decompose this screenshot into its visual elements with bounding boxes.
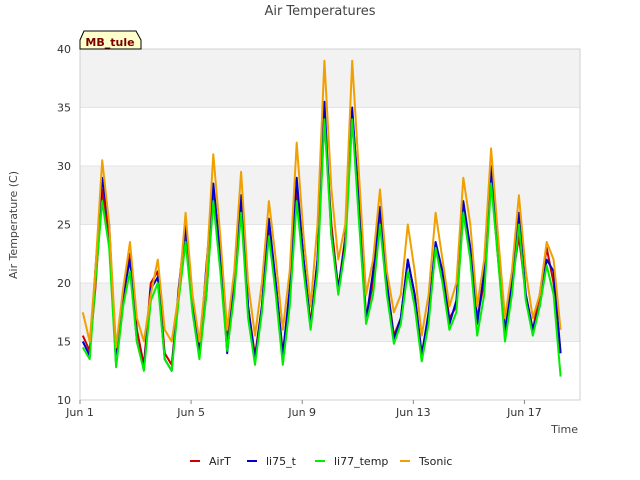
- y-tick-label: 20: [57, 277, 71, 290]
- legend-label: li75_t: [266, 455, 297, 468]
- y-tick-label: 30: [57, 160, 71, 173]
- series-line-tsonic: [81, 59, 562, 349]
- series-lines: [81, 59, 562, 377]
- site-tag-text: MB_tule: [85, 36, 134, 49]
- site-tag-label: MB_tule: [79, 30, 142, 50]
- legend-label: li77_temp: [334, 455, 388, 468]
- y-axis-ticks: 10 15 20 25 30 35 40: [57, 43, 71, 407]
- x-axis-ticks: Jun 1 Jun 5 Jun 9 Jun 13 Jun 17: [65, 400, 542, 419]
- y-tick-label: 40: [57, 43, 71, 56]
- series-line-li77-temp: [81, 118, 562, 377]
- y-tick-label: 25: [57, 219, 71, 232]
- y-tick-label: 35: [57, 102, 71, 115]
- site-tag-box: [79, 30, 142, 50]
- background-band: [80, 49, 580, 108]
- plot-frame: [79, 48, 581, 401]
- legend-label: Tsonic: [418, 455, 452, 468]
- y-axis-label: Air Temperature (C): [7, 171, 20, 279]
- legend-label: AirT: [209, 455, 231, 468]
- x-tick-label: Jun 17: [506, 406, 542, 419]
- x-tick-label: Jun 1: [65, 406, 94, 419]
- y-tick-label: 15: [57, 336, 71, 349]
- y-tick-label: 10: [57, 394, 71, 407]
- x-axis-label: Time: [550, 423, 578, 436]
- x-tick-label: Jun 13: [395, 406, 431, 419]
- legend: AirT li75_t li77_temp Tsonic: [190, 455, 452, 468]
- x-tick-label: Jun 5: [176, 406, 205, 419]
- chart-title: Air Temperatures: [264, 4, 375, 19]
- plot-area-border: [79, 48, 581, 401]
- x-tick-label: Jun 9: [287, 406, 316, 419]
